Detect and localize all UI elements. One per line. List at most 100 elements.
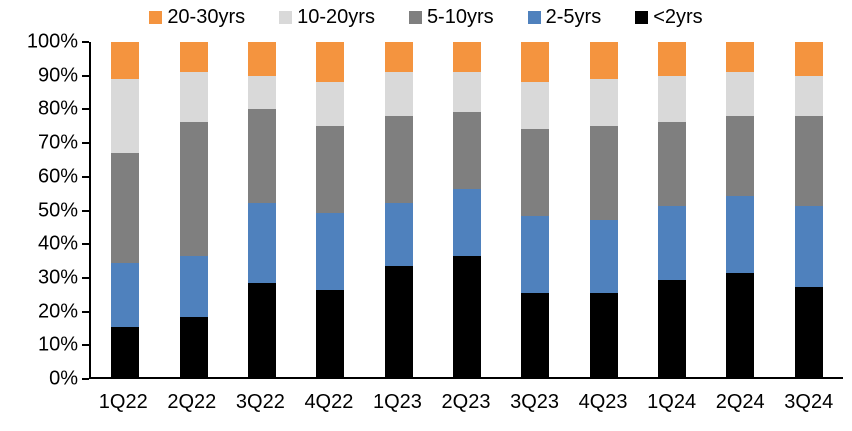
bar-segment-20-30yrs — [658, 42, 687, 76]
y-tick-label: 50% — [37, 199, 78, 221]
bar-segment-2-5yrs — [247, 202, 276, 284]
legend-item-2-5yrs: 2-5yrs — [527, 6, 602, 29]
bar-segment-20-30yrs — [247, 42, 276, 76]
bar-2q23 — [452, 42, 481, 377]
legend-swatch-icon — [635, 11, 649, 24]
legend-item-20-30yrs: 20-30yrs — [149, 6, 245, 29]
bar-4q23 — [589, 42, 618, 377]
bar-segment-5-10yrs — [589, 125, 618, 220]
bar-segment--2yrs — [726, 273, 755, 377]
legend-swatch-icon — [279, 11, 293, 24]
bar-segment-5-10yrs — [384, 115, 413, 203]
legend-item-10-20yrs: 10-20yrs — [279, 6, 375, 29]
bar-segment-2-5yrs — [521, 216, 550, 294]
y-tick-label: 100% — [26, 30, 78, 53]
bar-3q23 — [521, 42, 550, 377]
bar-segment--2yrs — [521, 293, 550, 377]
bar-segment-5-10yrs — [247, 109, 276, 203]
legend-item--2yrs: <2yrs — [635, 6, 703, 29]
legend-label: 20-30yrs — [167, 6, 246, 28]
bar-segment-2-5yrs — [794, 206, 823, 287]
x-tick-label: 2Q24 — [715, 391, 765, 413]
y-tick-label: 40% — [37, 232, 78, 255]
x-tick-label: 4Q23 — [578, 391, 628, 413]
bar-segment-10-20yrs — [658, 75, 687, 123]
legend-label: 2-5yrs — [545, 6, 602, 28]
y-tick — [82, 175, 89, 178]
y-tick-label: 60% — [37, 165, 78, 188]
bar-segment-2-5yrs — [726, 196, 755, 274]
legend: 20-30yrs 10-20yrs 5-10yrs 2-5yrs <2yrs — [0, 6, 852, 29]
bar-segment-10-20yrs — [589, 78, 618, 126]
bar-segment-10-20yrs — [111, 78, 140, 153]
bar-segment-20-30yrs — [589, 42, 618, 79]
y-tick-label: 80% — [37, 97, 78, 120]
y-tick — [82, 310, 89, 313]
plot-area — [89, 42, 843, 379]
legend-item-5-10yrs: 5-10yrs — [408, 6, 494, 29]
bar-segment-5-10yrs — [658, 122, 687, 207]
y-tick-label: 90% — [37, 64, 78, 87]
bars-row — [91, 42, 843, 377]
y-tick-label: 30% — [37, 266, 78, 289]
x-tick-label: 1Q23 — [372, 391, 422, 413]
bar-segment-5-10yrs — [111, 152, 140, 264]
x-tick-label: 3Q23 — [510, 391, 560, 413]
bar-segment--2yrs — [247, 283, 276, 377]
bar-segment--2yrs — [658, 279, 687, 377]
bar-segment-5-10yrs — [521, 129, 550, 217]
x-tick-label: 3Q24 — [784, 391, 834, 413]
bar-segment--2yrs — [111, 326, 140, 377]
bar-segment--2yrs — [179, 316, 208, 377]
bar-segment-10-20yrs — [247, 75, 276, 110]
bar-segment-5-10yrs — [316, 125, 345, 213]
bar-segment-2-5yrs — [452, 189, 481, 257]
bar-3q24 — [794, 42, 823, 377]
bar-1q22 — [111, 42, 140, 377]
bar-1q24 — [658, 42, 687, 377]
bar-segment-2-5yrs — [384, 202, 413, 267]
bar-3q22 — [247, 42, 276, 377]
y-tick — [82, 344, 89, 347]
bar-1q23 — [384, 42, 413, 377]
x-tick-label: 1Q24 — [647, 391, 697, 413]
y-tick-label: 70% — [37, 131, 78, 154]
y-tick — [82, 243, 89, 246]
bar-segment-20-30yrs — [111, 42, 140, 79]
y-tick-label: 10% — [37, 333, 78, 356]
bar-segment-10-20yrs — [521, 82, 550, 130]
y-axis-ticks — [82, 41, 89, 380]
y-tick — [82, 142, 89, 145]
y-tick — [82, 276, 89, 279]
bar-segment-20-30yrs — [384, 42, 413, 73]
legend-label: <2yrs — [653, 6, 703, 28]
bar-segment-10-20yrs — [452, 72, 481, 113]
bar-2q22 — [179, 42, 208, 377]
bar-segment-2-5yrs — [111, 263, 140, 327]
legend-swatch-icon — [527, 11, 541, 24]
bar-segment--2yrs — [384, 266, 413, 377]
bar-slot-3q22 — [228, 42, 296, 377]
bar-segment-5-10yrs — [726, 115, 755, 197]
bar-segment-10-20yrs — [794, 75, 823, 116]
bar-segment-2-5yrs — [316, 212, 345, 290]
bar-slot-2q22 — [159, 42, 227, 377]
bar-segment-20-30yrs — [316, 42, 345, 83]
x-tick-label: 2Q22 — [167, 391, 217, 413]
y-tick — [82, 108, 89, 111]
y-tick — [82, 41, 89, 43]
bar-slot-3q23 — [501, 42, 569, 377]
bar-segment-2-5yrs — [179, 256, 208, 317]
bar-segment-10-20yrs — [316, 82, 345, 126]
bar-slot-1q24 — [638, 42, 706, 377]
bar-segment-20-30yrs — [521, 42, 550, 83]
bar-4q22 — [316, 42, 345, 377]
bar-slot-2q23 — [433, 42, 501, 377]
bar-slot-1q23 — [364, 42, 432, 377]
bar-segment-5-10yrs — [452, 112, 481, 190]
bar-slot-1q22 — [91, 42, 159, 377]
bar-segment-2-5yrs — [589, 219, 618, 294]
bar-segment-10-20yrs — [179, 72, 208, 123]
bar-slot-4q22 — [296, 42, 364, 377]
